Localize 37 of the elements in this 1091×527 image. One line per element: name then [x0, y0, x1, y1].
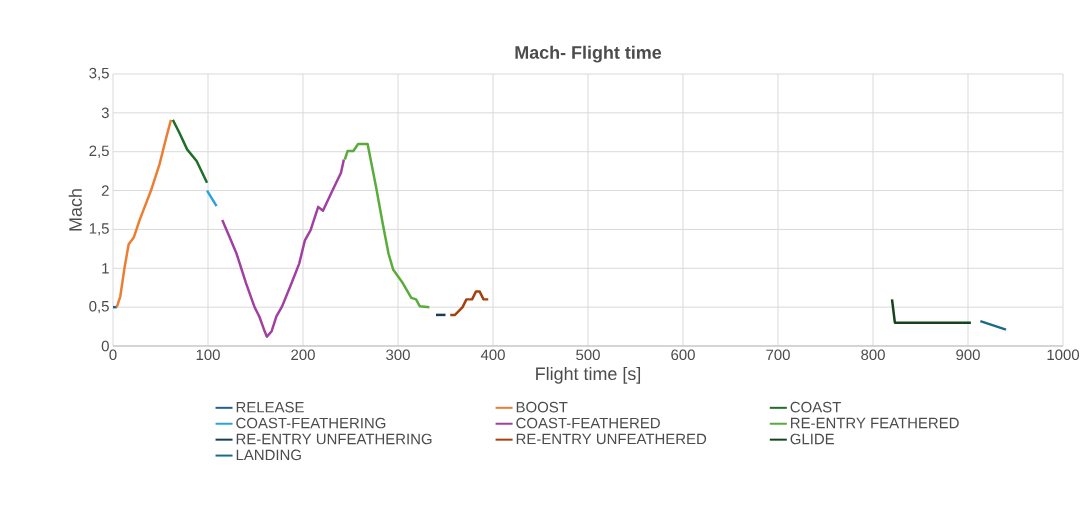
x-tick-label: 900: [956, 349, 980, 361]
y-tick-label: 2: [101, 185, 109, 196]
legend-label: GLIDE: [790, 433, 835, 445]
legend-label: COAST-FEATHERED: [516, 417, 660, 429]
legend-label: RE-ENTRY FEATHERED: [791, 417, 959, 429]
legend-label: COAST-FEATHERING: [236, 417, 386, 429]
x-tick-label: 800: [861, 349, 885, 361]
x-tick-label: 300: [386, 349, 410, 361]
legend-label: LANDING: [236, 449, 301, 461]
line-series: [115, 118, 173, 309]
line-series: [449, 290, 490, 317]
line-series: [221, 158, 346, 338]
chart-title: Mach- Flight time: [515, 45, 662, 63]
y-tick-label: 0,5: [89, 300, 109, 314]
y-tick-label: 3,5: [89, 67, 109, 81]
legend-label: RE-ENTRY UNFEATHERED: [516, 433, 707, 445]
x-tick-label: 100: [196, 349, 220, 361]
legend-label: RE-ENTRY UNFEATHERING: [236, 433, 432, 445]
y-tick-label: 3: [101, 107, 109, 119]
x-tick-label: 200: [291, 349, 315, 361]
y-tick-label: 2,5: [89, 145, 109, 158]
x-tick-label: 1000: [1047, 349, 1080, 361]
x-tick-label: 700: [766, 349, 790, 361]
y-tick-label: 1: [102, 263, 109, 274]
legend-label: RELEASE: [236, 401, 304, 413]
y-tick-label: 1,5: [89, 223, 109, 236]
line-series: [343, 142, 431, 309]
x-axis-title: Flight time [s]: [536, 366, 641, 384]
legend-label: COAST: [790, 401, 841, 413]
x-tick-label: 400: [480, 349, 505, 361]
x-tick-label: 600: [671, 349, 695, 361]
x-tick-label: 0: [109, 349, 117, 361]
y-tick-label: 0: [101, 340, 109, 352]
x-tick-label: 500: [576, 349, 600, 361]
legend-label: BOOST: [516, 401, 568, 413]
y-axis-title: Mach: [68, 189, 82, 231]
line-series: [171, 118, 209, 185]
